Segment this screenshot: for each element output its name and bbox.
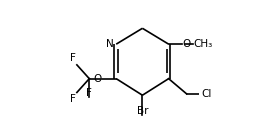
Text: F: F [70,94,75,104]
Text: F: F [86,88,92,98]
Text: F: F [70,54,75,63]
Text: Cl: Cl [201,89,211,99]
Text: O: O [183,39,191,49]
Text: Br: Br [137,106,148,116]
Text: O: O [93,74,102,84]
Text: N: N [106,39,113,49]
Text: CH₃: CH₃ [193,39,212,49]
